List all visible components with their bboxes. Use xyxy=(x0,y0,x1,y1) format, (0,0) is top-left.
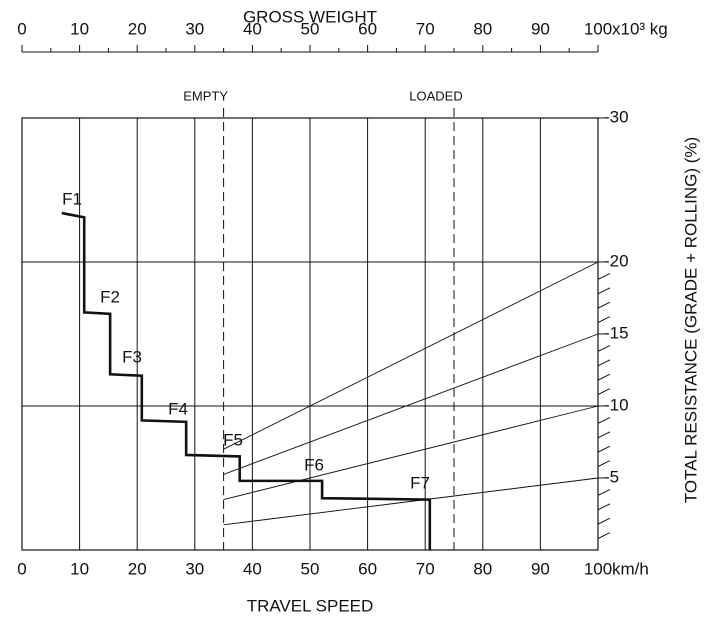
x-tick-label: 30 xyxy=(185,559,204,578)
resistance-line xyxy=(223,261,599,450)
x-tick-label: 70 xyxy=(416,559,435,578)
y-minor-tick xyxy=(597,460,611,468)
y-minor-tick xyxy=(597,503,611,511)
x-tick-label: 0 xyxy=(17,559,26,578)
top-axis-unit: x10³ kg xyxy=(612,19,668,38)
y-minor-tick xyxy=(597,287,611,295)
x-axis-title: TRAVEL SPEED xyxy=(247,596,374,615)
gear-label: F1 xyxy=(62,189,82,208)
gear-label: F4 xyxy=(168,399,188,418)
x-tick-label: 10 xyxy=(70,559,89,578)
x-tick-label: 80 xyxy=(473,559,492,578)
y-minor-tick xyxy=(597,344,611,352)
y-minor-tick xyxy=(597,301,611,309)
resistance-line xyxy=(223,477,599,526)
top-tick-label: 10 xyxy=(70,19,89,38)
gear-label: F3 xyxy=(122,347,142,366)
top-tick-label: 50 xyxy=(301,19,320,38)
gear-label: F2 xyxy=(100,287,120,306)
y-tick-label: -15 xyxy=(604,323,629,342)
y-minor-tick xyxy=(597,517,611,525)
y-minor-tick xyxy=(597,359,611,367)
top-tick-label: 70 xyxy=(416,19,435,38)
top-tick-label: 20 xyxy=(128,19,147,38)
gear-label: F7 xyxy=(410,473,430,492)
resistance-line xyxy=(223,405,599,501)
top-axis-title: GROSS WEIGHT xyxy=(243,7,377,26)
y-minor-tick xyxy=(597,431,611,439)
y-minor-tick xyxy=(597,416,611,424)
y-minor-tick xyxy=(597,373,611,381)
y-tick-label: -5 xyxy=(604,467,619,486)
gear-label: F6 xyxy=(304,455,324,474)
y-minor-tick xyxy=(597,316,611,324)
y-tick-label: -20 xyxy=(604,251,629,270)
y-tick-label: -10 xyxy=(604,395,629,414)
x-tick-label: 20 xyxy=(128,559,147,578)
resistance-line xyxy=(223,333,599,475)
top-tick-label: 40 xyxy=(243,19,262,38)
top-tick-label: 80 xyxy=(473,19,492,38)
x-tick-label: 60 xyxy=(358,559,377,578)
top-tick-label: 60 xyxy=(358,19,377,38)
gear-label: F5 xyxy=(223,430,243,449)
top-tick-label: 0 xyxy=(17,19,26,38)
top-tick-label: 30 xyxy=(185,19,204,38)
gear-curve xyxy=(61,211,432,550)
y-minor-tick xyxy=(597,488,611,496)
y-minor-tick xyxy=(597,272,611,280)
top-tick-label: 90 xyxy=(531,19,550,38)
x-tick-label: 100 xyxy=(584,559,612,578)
x-tick-label: 50 xyxy=(301,559,320,578)
y-axis-title: TOTAL RESISTANCE (GRADE + ROLLING) (%) xyxy=(681,137,700,503)
x-tick-label: 90 xyxy=(531,559,550,578)
y-tick-label: -30 xyxy=(604,107,629,126)
annotation: EMPTY xyxy=(183,88,228,103)
annotation: LOADED xyxy=(409,88,462,103)
y-minor-tick xyxy=(597,388,611,396)
x-axis-unit: km/h xyxy=(612,559,649,578)
x-tick-label: 40 xyxy=(243,559,262,578)
y-minor-tick xyxy=(597,532,611,540)
y-minor-tick xyxy=(597,445,611,453)
top-tick-label: 100 xyxy=(584,19,612,38)
